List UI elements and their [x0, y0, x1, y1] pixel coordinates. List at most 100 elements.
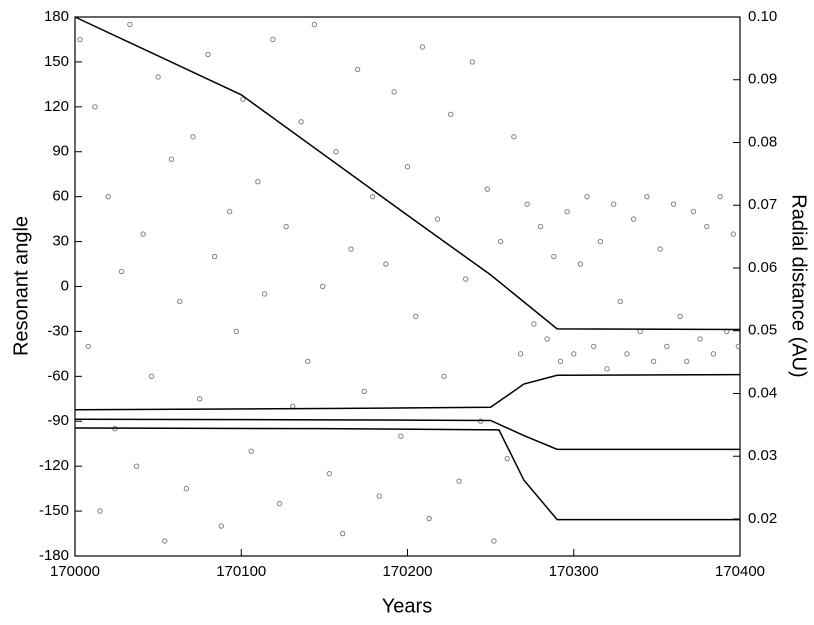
- y2-tick-label: 0.06: [748, 259, 777, 276]
- scatter-point: [183, 485, 190, 492]
- scatter-point: [624, 351, 630, 357]
- scatter-point: [670, 201, 677, 207]
- scatter-point: [404, 164, 411, 170]
- scatter-point: [448, 111, 454, 118]
- scatter-point: [326, 470, 333, 477]
- scatter-point: [456, 478, 462, 484]
- scatter-point: [305, 358, 311, 365]
- scatter-point: [255, 178, 261, 185]
- scatter-point: [735, 343, 742, 350]
- scatter-point: [348, 246, 354, 252]
- x-tick-label: 170200: [382, 563, 432, 580]
- line: [74, 427, 740, 521]
- scatter-point: [462, 276, 469, 282]
- scatter-point: [610, 201, 617, 207]
- scatter-point: [684, 358, 690, 365]
- scatter-point: [497, 238, 504, 245]
- scatter-point: [704, 223, 710, 230]
- scatter-point: [270, 36, 276, 43]
- y-tick-label: 150: [44, 53, 69, 70]
- scatter-point: [584, 193, 590, 200]
- scatter-point: [677, 313, 683, 320]
- scatter-point: [644, 193, 650, 200]
- scatter-point: [162, 538, 168, 544]
- scatter-point: [697, 336, 703, 342]
- scatter-point: [361, 388, 367, 395]
- line: [74, 16, 741, 331]
- scatter-point: [290, 403, 296, 409]
- y-tick-label: 60: [52, 188, 69, 205]
- scatter-point: [155, 74, 161, 80]
- scatter-point: [118, 268, 125, 275]
- scatter-point: [320, 283, 326, 290]
- x-tick-label: 170100: [216, 563, 266, 580]
- scatter-point: [544, 336, 550, 342]
- scatter-point: [177, 298, 183, 305]
- scatter-point: [551, 253, 557, 260]
- scatter-point: [413, 313, 419, 320]
- scatter-point: [276, 500, 283, 507]
- y-tick-label: -150: [39, 502, 69, 519]
- scatter-point: [376, 493, 382, 499]
- x-tick-label: 170000: [50, 563, 100, 580]
- y-axis-title: Resonant angle: [10, 216, 32, 356]
- y-tick-label: 120: [44, 98, 69, 115]
- y-tick-label: 30: [52, 233, 69, 250]
- y2-tick-label: 0.05: [748, 322, 777, 339]
- scatter-point: [383, 261, 389, 267]
- scatter-point: [311, 21, 318, 28]
- y2-tick-label: 0.07: [748, 196, 777, 213]
- scatter-point: [664, 343, 670, 350]
- scatter-point: [511, 134, 517, 140]
- scatter-point: [261, 291, 268, 297]
- scatter-point: [484, 186, 490, 192]
- scatter-point: [477, 418, 484, 424]
- scatter-point: [504, 455, 510, 462]
- scatter-point: [564, 208, 570, 215]
- scatter-point: [133, 463, 140, 469]
- scatter-point: [97, 508, 103, 514]
- scatter-point: [391, 89, 397, 95]
- scatter-point: [650, 358, 657, 365]
- scatter-point: [283, 223, 289, 230]
- scatter-point: [85, 343, 92, 350]
- scatter-point: [233, 328, 239, 335]
- y2-tick-label: 0.04: [748, 384, 777, 401]
- scatter-point: [211, 253, 218, 260]
- line: [74, 373, 741, 411]
- y-tick-label: -60: [47, 367, 69, 384]
- scatter-point: [730, 231, 737, 237]
- scatter-point: [517, 351, 524, 357]
- scatter-point: [333, 149, 339, 155]
- scatter-point: [339, 530, 346, 537]
- y-tick-label: -90: [47, 412, 69, 429]
- scatter-point: [604, 366, 610, 372]
- plot-frame: [74, 16, 741, 557]
- scatter-point: [105, 193, 111, 200]
- scatter-point: [240, 96, 246, 103]
- scatter-point: [148, 373, 155, 380]
- y-tick-label: 90: [52, 143, 69, 160]
- scatter-point: [591, 343, 597, 350]
- y-tick-label: -120: [39, 457, 69, 474]
- scatter-point: [441, 373, 447, 380]
- scatter-point: [577, 261, 584, 267]
- y2-tick-label: 0.09: [748, 71, 777, 88]
- scatter-point: [190, 134, 196, 140]
- scatter-point: [617, 298, 623, 305]
- scatter-point: [226, 208, 233, 215]
- scatter-point: [690, 208, 697, 215]
- scatter-point: [434, 216, 441, 222]
- y2-tick-label: 0.02: [748, 510, 777, 527]
- scatter-point: [369, 193, 376, 200]
- scatter-point: [710, 351, 717, 357]
- scatter-point: [196, 396, 203, 402]
- y-tick-label: 0: [61, 277, 69, 294]
- y-tick-label: 180: [44, 8, 69, 25]
- scatter-point: [140, 231, 146, 237]
- scatter-point: [127, 21, 133, 28]
- scatter-point: [92, 104, 98, 110]
- scatter-point: [657, 246, 663, 252]
- y2-tick-label: 0.10: [748, 8, 777, 25]
